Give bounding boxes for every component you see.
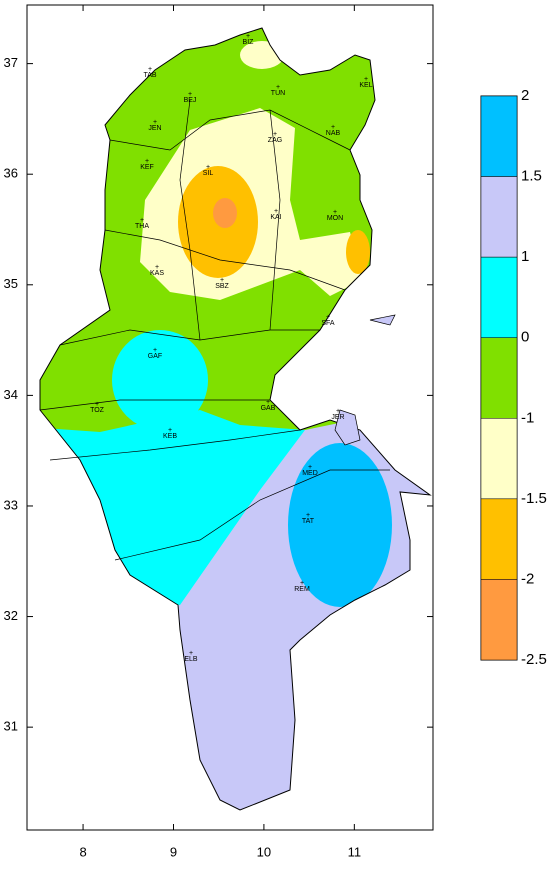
colorbar-box	[480, 418, 518, 500]
station-marker: +	[155, 264, 159, 271]
station-marker: +	[306, 512, 310, 519]
station-marker: +	[274, 208, 278, 215]
colorbar-label: -2	[521, 570, 534, 587]
region	[346, 230, 370, 274]
station-label: ELB	[184, 656, 198, 663]
station-marker: +	[153, 347, 157, 354]
x-tick-label: 9	[170, 844, 177, 859]
station-marker: +	[266, 399, 270, 406]
colorbar-box	[480, 95, 518, 177]
station-marker: +	[95, 401, 99, 408]
station-marker: +	[336, 408, 340, 415]
station-label: KAS	[150, 270, 164, 277]
station-label: GAB	[261, 405, 276, 412]
colorbar-box	[480, 579, 518, 661]
colorbar-label: -1	[521, 409, 534, 426]
station-marker: +	[145, 158, 149, 165]
y-tick-label: 37	[4, 55, 18, 70]
station-label: GAF	[148, 353, 162, 360]
station-marker: +	[276, 84, 280, 91]
station-marker: +	[148, 66, 152, 73]
station-marker: +	[273, 131, 277, 138]
station-label: KAI	[270, 214, 281, 221]
region	[288, 443, 392, 607]
station-marker: +	[168, 427, 172, 434]
region	[112, 330, 208, 430]
islands	[334, 314, 396, 446]
governorate-borders	[39, 99, 390, 561]
station-marker: +	[308, 464, 312, 471]
colorbar-label: 2	[521, 87, 529, 104]
region	[213, 198, 237, 228]
country-border	[39, 27, 432, 811]
station-label: BEJ	[184, 97, 197, 104]
x-tick-label: 11	[348, 844, 362, 859]
y-tick-label: 32	[4, 608, 18, 623]
station-label: KEB	[163, 433, 177, 440]
x-tick-label: 10	[257, 844, 271, 859]
station-label: KEL	[359, 82, 372, 89]
station-marker: +	[188, 91, 192, 98]
y-tick-label: 31	[4, 719, 18, 734]
colorbar-label: 1.5	[521, 168, 542, 185]
colorbar-label: -2.5	[521, 651, 547, 668]
station-label: JEN	[148, 125, 161, 132]
station-label: SIL	[203, 170, 214, 177]
y-tick-label: 34	[4, 387, 18, 402]
map-fill	[40, 28, 430, 810]
colorbar-box	[480, 176, 518, 258]
y-tick-label: 33	[4, 497, 18, 512]
station-label: SBZ	[215, 283, 229, 290]
station-label: SFA	[321, 320, 335, 327]
station-label: TUN	[271, 90, 285, 97]
colorbar-label: -1.5	[521, 490, 547, 507]
colorbar-box	[480, 498, 518, 580]
station-label: MON	[327, 215, 343, 222]
colorbar-label: 1	[521, 248, 529, 265]
station-label: NAB	[326, 130, 341, 137]
y-tick-label: 35	[4, 276, 18, 291]
map-frame	[26, 4, 434, 831]
station-label: MED	[302, 470, 318, 477]
station-label: TAB	[143, 72, 156, 79]
colorbar-box	[480, 256, 518, 338]
station-label: BIZ	[243, 39, 255, 46]
y-tick-label: 36	[4, 166, 18, 181]
station-label: ZAG	[268, 137, 282, 144]
station-label: TAT	[302, 518, 315, 525]
station-label: REM	[294, 586, 310, 593]
station-label: KEF	[140, 164, 154, 171]
station-label: THA	[135, 223, 149, 230]
station-marker: +	[189, 650, 193, 657]
station-marker: +	[364, 76, 368, 83]
x-tick-label: 8	[79, 844, 86, 859]
colorbar-label: 0	[521, 329, 529, 346]
station-marker: +	[140, 217, 144, 224]
station-label: TOZ	[90, 407, 105, 414]
station-marker: +	[333, 209, 337, 216]
colorbar-box	[480, 337, 518, 419]
station-marker: +	[246, 33, 250, 40]
station-marker: +	[326, 314, 330, 321]
station-marker: +	[153, 119, 157, 126]
station-label: JER	[331, 414, 344, 421]
station-marker: +	[206, 164, 210, 171]
station-marker: +	[220, 277, 224, 284]
station-marker: +	[331, 124, 335, 131]
station-marker: +	[300, 580, 304, 587]
